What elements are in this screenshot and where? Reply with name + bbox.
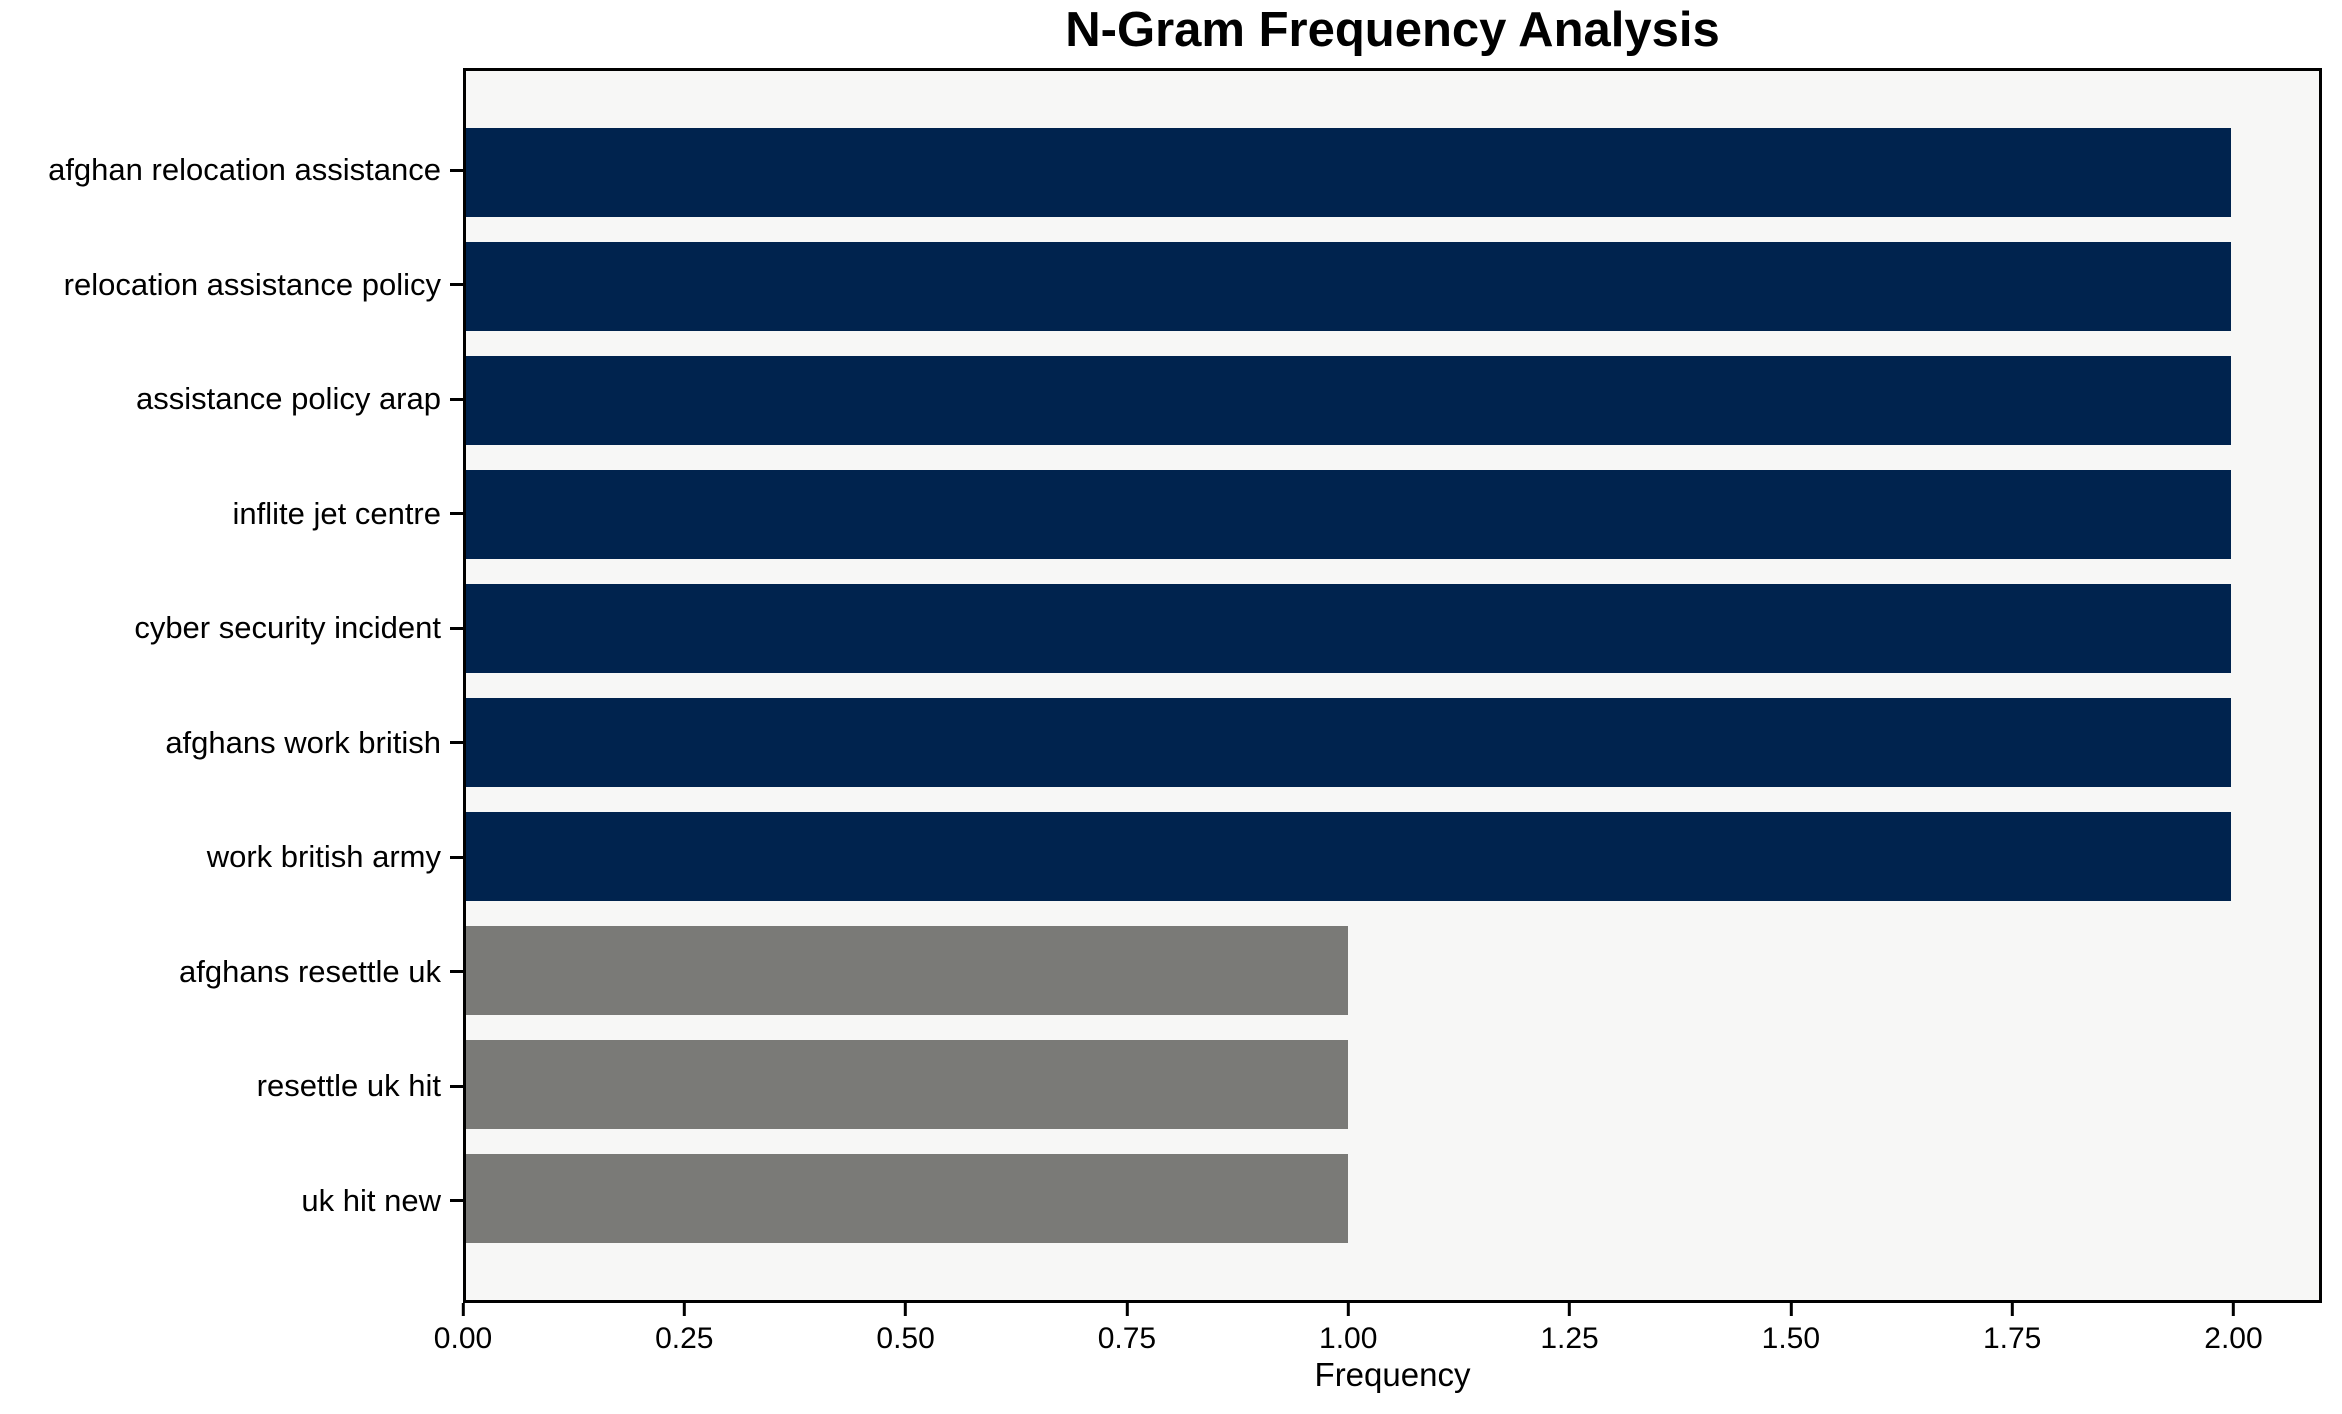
x-tick-label: 0.50 bbox=[876, 1322, 935, 1355]
x-tick: 1.75 bbox=[1983, 1303, 2041, 1356]
x-tick-label: 1.00 bbox=[1319, 1322, 1378, 1355]
bar bbox=[466, 356, 2231, 446]
x-tick-label: 1.75 bbox=[1982, 1322, 2042, 1355]
bar-row bbox=[466, 686, 2319, 800]
bar-row bbox=[466, 799, 2319, 913]
x-tick-mark bbox=[1568, 1303, 1572, 1316]
x-tick-label: 1.50 bbox=[1761, 1322, 1821, 1355]
y-axis-row: afghan relocation assistance bbox=[0, 113, 463, 228]
bar-row bbox=[466, 230, 2319, 344]
x-tick-label: 1.25 bbox=[1540, 1322, 1599, 1355]
y-axis: afghan relocation assistance relocation … bbox=[0, 68, 463, 1303]
x-tick-mark bbox=[1789, 1303, 1793, 1316]
y-tick-mark bbox=[450, 855, 463, 859]
x-tick-mark bbox=[682, 1303, 686, 1316]
bars-container bbox=[466, 71, 2319, 1300]
bar bbox=[466, 128, 2231, 218]
bar bbox=[466, 584, 2231, 674]
bar-row bbox=[466, 572, 2319, 686]
x-tick-label: 0.75 bbox=[1097, 1322, 1157, 1355]
x-tick: 0.75 bbox=[1098, 1303, 1156, 1356]
bar-row bbox=[466, 458, 2319, 572]
x-tick: 0.25 bbox=[655, 1303, 713, 1356]
bar bbox=[466, 811, 2231, 901]
bar bbox=[466, 242, 2231, 332]
x-tick-mark bbox=[2231, 1303, 2235, 1316]
y-axis-label: work british army bbox=[206, 839, 441, 875]
y-tick-mark bbox=[450, 168, 463, 172]
bar bbox=[466, 470, 2231, 560]
y-axis-label: resettle uk hit bbox=[256, 1068, 441, 1104]
y-tick-mark bbox=[450, 1084, 463, 1088]
bar-row bbox=[466, 1141, 2319, 1255]
y-axis-row: inflite jet centre bbox=[0, 457, 463, 572]
y-tick-mark bbox=[450, 970, 463, 974]
y-axis-row: uk hit new bbox=[0, 1144, 463, 1259]
bar bbox=[466, 1039, 1349, 1129]
x-tick-label: 2.00 bbox=[2204, 1322, 2263, 1355]
y-axis-row: relocation assistance policy bbox=[0, 228, 463, 343]
bar-row bbox=[466, 913, 2319, 1027]
y-axis-row: resettle uk hit bbox=[0, 1029, 463, 1144]
y-tick-mark bbox=[450, 397, 463, 401]
y-tick-mark bbox=[450, 512, 463, 516]
chart-title: N-Gram Frequency Analysis bbox=[1065, 3, 1720, 57]
y-axis-label: afghan relocation assistance bbox=[48, 152, 441, 188]
y-axis-row: afghans resettle uk bbox=[0, 915, 463, 1030]
x-tick-mark bbox=[1125, 1303, 1129, 1316]
bar-row bbox=[466, 1027, 2319, 1141]
x-tick: 1.00 bbox=[1319, 1303, 1377, 1356]
y-axis-row: assistance policy arap bbox=[0, 342, 463, 457]
x-axis-title: Frequency bbox=[1314, 1356, 1471, 1393]
y-axis-label: relocation assistance policy bbox=[63, 266, 441, 302]
x-tick: 1.25 bbox=[1540, 1303, 1599, 1356]
x-tick-mark bbox=[904, 1303, 908, 1316]
y-tick-mark bbox=[450, 741, 463, 745]
bar-row bbox=[466, 116, 2319, 230]
y-axis-label: assistance policy arap bbox=[136, 381, 441, 417]
y-axis-label: afghans resettle uk bbox=[179, 953, 441, 989]
bar bbox=[466, 697, 2231, 787]
bar-row bbox=[466, 344, 2319, 458]
plot-area bbox=[463, 68, 2322, 1303]
x-tick-label: 0.25 bbox=[655, 1322, 714, 1355]
y-axis-label: uk hit new bbox=[301, 1182, 441, 1218]
y-axis-label: afghans work british bbox=[165, 724, 441, 760]
y-axis-label: cyber security incident bbox=[134, 610, 441, 646]
x-tick-label: 0.00 bbox=[433, 1322, 493, 1355]
y-tick-mark bbox=[450, 1199, 463, 1203]
x-tick: 0.00 bbox=[434, 1303, 492, 1356]
y-tick-mark bbox=[450, 283, 463, 287]
y-axis-row: work british army bbox=[0, 800, 463, 915]
x-tick-mark bbox=[461, 1303, 465, 1316]
y-axis-row: afghans work british bbox=[0, 686, 463, 801]
y-axis-label: inflite jet centre bbox=[232, 495, 442, 531]
bar bbox=[466, 925, 1349, 1015]
x-tick-mark bbox=[2010, 1303, 2014, 1316]
y-axis-row: cyber security incident bbox=[0, 571, 463, 686]
x-tick-mark bbox=[1346, 1303, 1350, 1316]
x-tick: 0.50 bbox=[876, 1303, 935, 1356]
bar bbox=[466, 1153, 1349, 1243]
x-tick: 2.00 bbox=[2204, 1303, 2263, 1356]
x-tick: 1.50 bbox=[1762, 1303, 1820, 1356]
y-tick-mark bbox=[450, 626, 463, 630]
